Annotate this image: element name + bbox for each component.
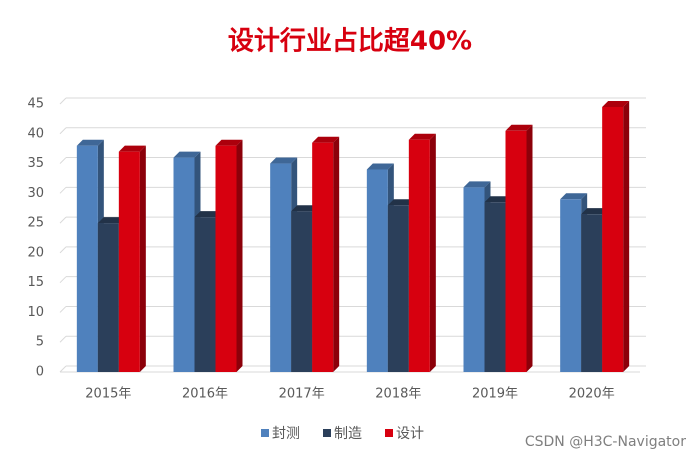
bar-top xyxy=(173,151,201,158)
bar xyxy=(560,199,582,372)
grid-line-depth xyxy=(59,186,67,194)
bar xyxy=(484,202,506,372)
bar-top xyxy=(291,205,319,212)
bar xyxy=(366,169,388,372)
chart-title: 设计行业占比超40% xyxy=(228,26,472,57)
bar xyxy=(312,142,334,372)
y-tick-label: 5 xyxy=(36,335,44,350)
bar xyxy=(408,139,430,372)
bar xyxy=(581,214,603,372)
grid-line-depth xyxy=(59,216,67,224)
bar xyxy=(76,145,98,372)
y-tick-label: 25 xyxy=(27,216,44,231)
y-tick-label: 20 xyxy=(27,245,44,260)
bar xyxy=(173,157,195,372)
grid-line-depth xyxy=(59,276,67,284)
grid-line-depth xyxy=(59,127,67,135)
x-tick-label: 2019年 xyxy=(472,387,518,402)
watermark: CSDN @H3C-Navigator xyxy=(525,434,686,450)
x-tick-label: 2016年 xyxy=(182,387,228,402)
legend-swatch xyxy=(385,429,393,437)
bar-top xyxy=(270,157,298,164)
bar-top xyxy=(366,163,394,170)
bar xyxy=(215,145,237,372)
y-tick-label: 45 xyxy=(27,97,44,112)
bar-side xyxy=(333,136,340,372)
bar xyxy=(118,151,140,372)
y-tick-label: 35 xyxy=(27,156,44,171)
bar xyxy=(97,223,119,372)
grid-line-depth xyxy=(59,246,67,254)
grid-line-depth xyxy=(59,306,67,313)
bar-top xyxy=(505,124,533,131)
bar xyxy=(387,205,409,372)
x-tick-label: 2020年 xyxy=(569,387,615,402)
bar xyxy=(270,163,292,372)
bar-top xyxy=(97,217,125,224)
y-tick-label: 15 xyxy=(27,275,44,290)
bar-top xyxy=(484,196,512,203)
grid-line-depth xyxy=(59,335,67,343)
legend-label: 设计 xyxy=(396,426,424,442)
legend-swatch xyxy=(323,429,331,437)
bar xyxy=(194,217,216,372)
grid-line-depth xyxy=(59,97,67,105)
grid-line-depth xyxy=(59,157,67,164)
bar xyxy=(463,187,485,372)
bar-top xyxy=(387,199,415,206)
legend-label: 封测 xyxy=(272,426,300,442)
bar-top xyxy=(560,193,588,200)
y-tick-label: 40 xyxy=(27,126,44,141)
grid-line-depth xyxy=(59,365,67,373)
legend-label: 制造 xyxy=(334,426,362,442)
bar xyxy=(505,130,527,372)
x-tick-label: 2017年 xyxy=(279,387,325,402)
y-tick-label: 10 xyxy=(27,305,44,320)
legend-swatch xyxy=(261,429,269,437)
bar-top xyxy=(463,181,491,188)
bar-top xyxy=(581,208,609,215)
bar-top xyxy=(312,136,340,143)
bar xyxy=(602,106,624,372)
bar-top xyxy=(408,133,436,140)
bar-side xyxy=(429,133,436,372)
bar-side xyxy=(139,145,146,372)
bar-side xyxy=(526,124,533,372)
x-tick-label: 2018年 xyxy=(375,387,421,402)
y-tick-label: 0 xyxy=(36,365,44,380)
bar-top xyxy=(194,211,222,218)
bar-top xyxy=(118,145,146,152)
bar-top xyxy=(215,139,243,146)
y-tick-label: 30 xyxy=(27,186,44,201)
x-tick-label: 2015年 xyxy=(85,387,131,402)
bar xyxy=(291,211,313,372)
bar-side xyxy=(236,139,243,372)
bar-top xyxy=(76,139,104,146)
bar-top xyxy=(602,100,630,107)
bar-side xyxy=(623,100,630,372)
